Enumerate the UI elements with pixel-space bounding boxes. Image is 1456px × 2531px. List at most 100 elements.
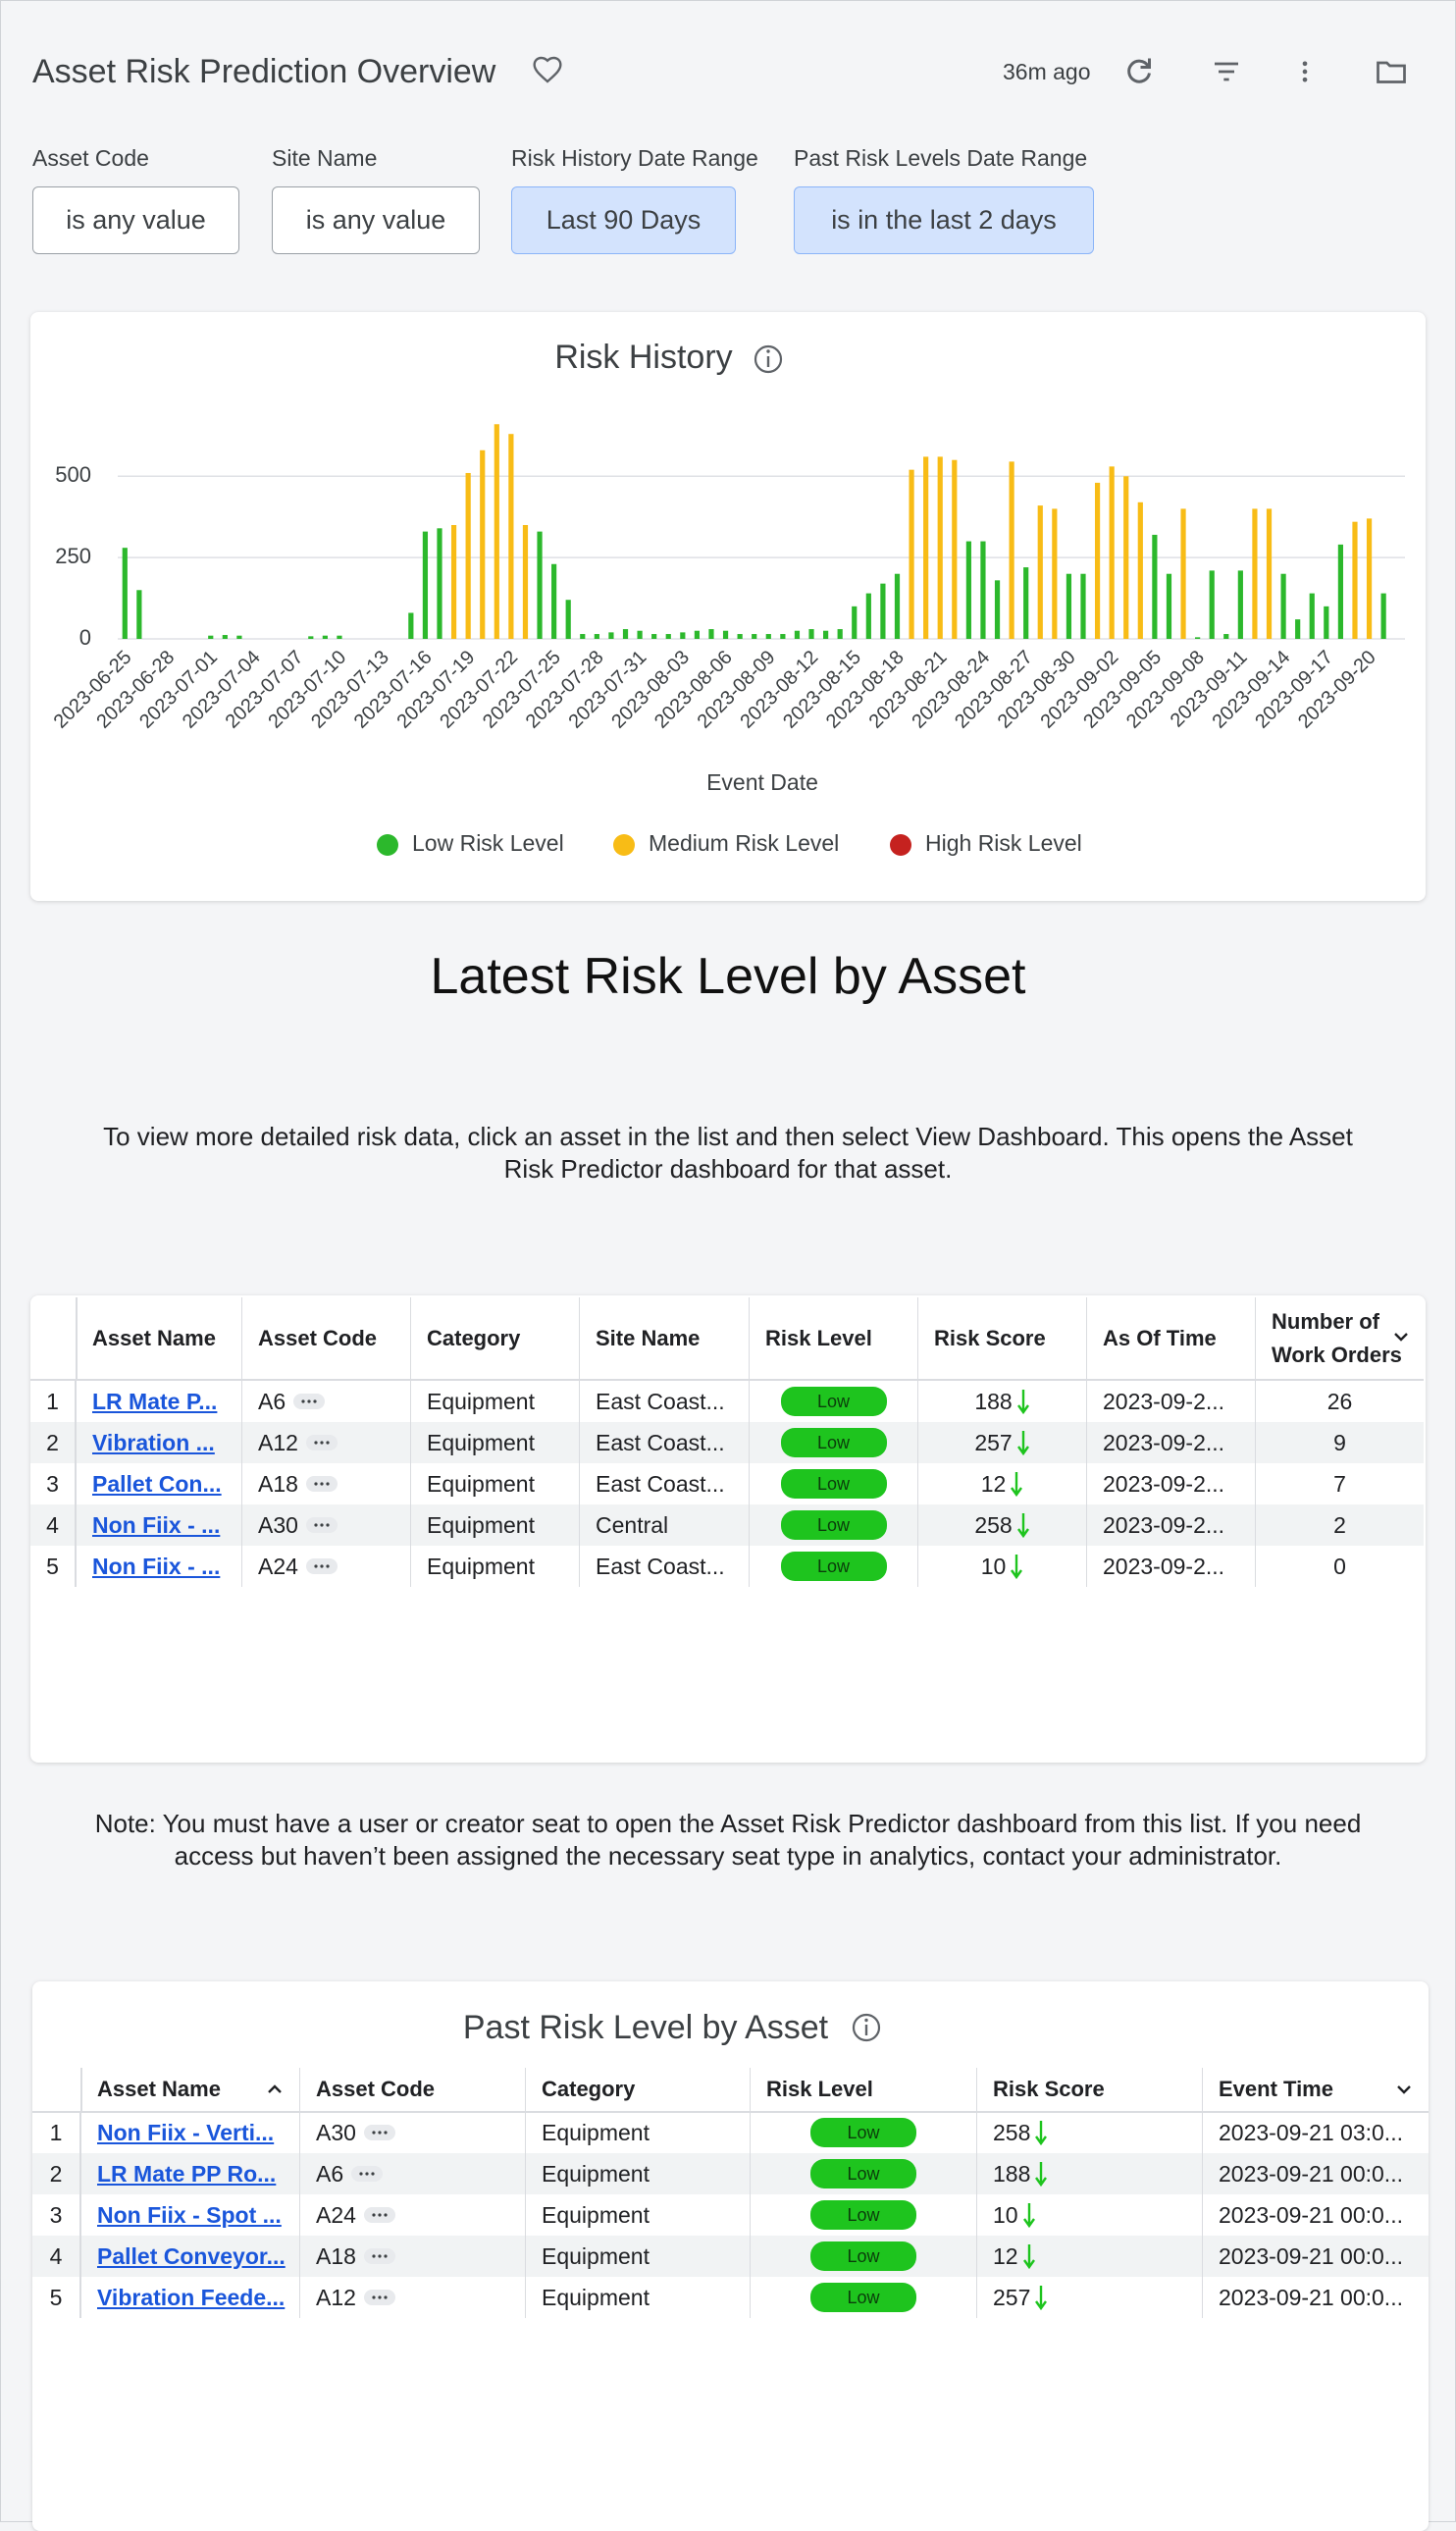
more-pill[interactable] bbox=[305, 1557, 338, 1575]
bar bbox=[994, 580, 1001, 639]
bar bbox=[1023, 567, 1029, 639]
dot bbox=[384, 2254, 388, 2258]
dot bbox=[378, 2213, 382, 2217]
table-cell: Equipment bbox=[410, 1422, 579, 1463]
more-pill[interactable] bbox=[305, 1516, 338, 1534]
row-stripe bbox=[32, 2153, 1429, 2194]
dot bbox=[307, 1399, 311, 1403]
bar bbox=[752, 634, 757, 639]
risk-pill: Low bbox=[780, 1552, 887, 1581]
cell-text: Central bbox=[596, 1511, 669, 1538]
table-cell: 2023-09-2... bbox=[1086, 1546, 1255, 1587]
table-cell: Low bbox=[749, 1422, 917, 1463]
legend-swatch bbox=[613, 834, 635, 856]
bar bbox=[894, 573, 901, 639]
arrow bbox=[1016, 1431, 1029, 1456]
table-cell: 7 bbox=[1255, 1463, 1424, 1504]
asset-link[interactable]: Non Fiix - ... bbox=[92, 1553, 221, 1579]
bar bbox=[837, 629, 843, 639]
filter-box[interactable]: is in the last 2 days bbox=[794, 186, 1094, 254]
trend-down-icon bbox=[1011, 1472, 1023, 1498]
more-pill[interactable] bbox=[305, 1475, 338, 1493]
last-updated: 36m ago bbox=[1003, 59, 1091, 84]
cell-text: 7 bbox=[1333, 1470, 1346, 1497]
filter-box[interactable]: Last 90 Days bbox=[511, 186, 736, 254]
bar bbox=[208, 635, 214, 639]
y-tick-label: 250 bbox=[55, 544, 91, 568]
risk-score: 188 bbox=[974, 1388, 1013, 1414]
asset-code: A6 bbox=[316, 2160, 344, 2187]
sort-menu-icon[interactable] bbox=[1389, 1325, 1413, 1348]
bar bbox=[565, 600, 571, 639]
more-pill[interactable] bbox=[305, 1434, 338, 1451]
table-cell: A24 bbox=[241, 1546, 410, 1587]
asset-link[interactable]: LR Mate PP Ro... bbox=[97, 2160, 277, 2187]
table-cell: Equipment bbox=[410, 1546, 579, 1587]
bar bbox=[622, 629, 629, 639]
filter-icon[interactable] bbox=[1209, 56, 1244, 87]
sort-asc-icon[interactable] bbox=[263, 2078, 286, 2101]
sort-menu-icon[interactable] bbox=[1392, 2078, 1416, 2101]
info-icon[interactable] bbox=[754, 344, 783, 374]
folder-icon[interactable] bbox=[1372, 54, 1411, 89]
bar bbox=[937, 456, 943, 639]
risk-score: 12 bbox=[993, 2242, 1018, 2269]
dot bbox=[359, 2172, 363, 2176]
asset-link[interactable]: Pallet Conveyor... bbox=[97, 2242, 286, 2269]
bar bbox=[737, 634, 743, 639]
cell-text: East Coast... bbox=[596, 1553, 725, 1579]
cell-text: 4 bbox=[46, 1511, 59, 1538]
asset-link[interactable]: Non Fiix - ... bbox=[92, 1511, 221, 1538]
section-description: To view more detailed risk data, click a… bbox=[103, 1122, 1353, 1184]
bar bbox=[136, 590, 142, 639]
asset-code: A12 bbox=[258, 1429, 298, 1455]
cell-text: 2 bbox=[46, 1429, 59, 1455]
more-pill[interactable] bbox=[363, 2289, 395, 2306]
more-pill[interactable] bbox=[363, 2247, 395, 2265]
trend-down-icon bbox=[1035, 2162, 1048, 2188]
table-cell: East Coast... bbox=[579, 1546, 749, 1587]
more-pill[interactable] bbox=[293, 1393, 326, 1410]
asset-link[interactable]: Non Fiix - Verti... bbox=[97, 2119, 275, 2145]
risk-pill: Low bbox=[780, 1510, 887, 1540]
more-pill[interactable] bbox=[363, 2124, 395, 2141]
refresh-icon[interactable] bbox=[1121, 54, 1157, 89]
table-cell: 2023-09-2... bbox=[1086, 1422, 1255, 1463]
asset-link[interactable]: Pallet Con... bbox=[92, 1470, 222, 1497]
asset-link[interactable]: Vibration Feede... bbox=[97, 2284, 286, 2310]
cell-text: 2023-09-2... bbox=[1103, 1470, 1225, 1497]
cell-text: 2023-09-2... bbox=[1103, 1429, 1225, 1455]
table-cell: 12 bbox=[976, 2236, 1202, 2277]
bar bbox=[808, 629, 814, 639]
asset-link[interactable]: LR Mate P... bbox=[92, 1388, 218, 1414]
filter-box[interactable]: is any value bbox=[32, 186, 239, 254]
filter-box[interactable]: is any value bbox=[272, 186, 480, 254]
table-cell: Equipment bbox=[525, 2236, 750, 2277]
table-cell: Low bbox=[750, 2194, 976, 2236]
info-icon[interactable] bbox=[851, 2012, 882, 2043]
bar bbox=[865, 593, 871, 639]
arrow bbox=[1011, 1555, 1023, 1580]
favorite-icon[interactable] bbox=[531, 54, 564, 85]
table-cell: East Coast... bbox=[579, 1463, 749, 1504]
bar bbox=[1195, 637, 1201, 639]
asset-link[interactable]: Non Fiix - Spot ... bbox=[97, 2201, 282, 2228]
more-pill[interactable] bbox=[351, 2165, 384, 2183]
table-cell: 5 bbox=[30, 1546, 76, 1587]
dot bbox=[326, 1482, 330, 1486]
trend-down-icon bbox=[1035, 2121, 1048, 2146]
arrow bbox=[1022, 2203, 1035, 2229]
bar bbox=[1280, 573, 1286, 639]
filter-label: Risk History Date Range bbox=[511, 145, 758, 171]
more-pill[interactable] bbox=[363, 2206, 395, 2224]
dot bbox=[320, 1564, 324, 1568]
bar bbox=[708, 629, 714, 639]
more-icon[interactable] bbox=[1291, 54, 1319, 89]
bar bbox=[1052, 508, 1058, 639]
bar bbox=[122, 548, 128, 639]
bar bbox=[637, 630, 643, 639]
asset-link[interactable]: Vibration ... bbox=[92, 1429, 215, 1455]
table-cell: Equipment bbox=[525, 2112, 750, 2153]
row-stripe bbox=[30, 1422, 1424, 1463]
table-cell: 1 bbox=[30, 1381, 76, 1422]
